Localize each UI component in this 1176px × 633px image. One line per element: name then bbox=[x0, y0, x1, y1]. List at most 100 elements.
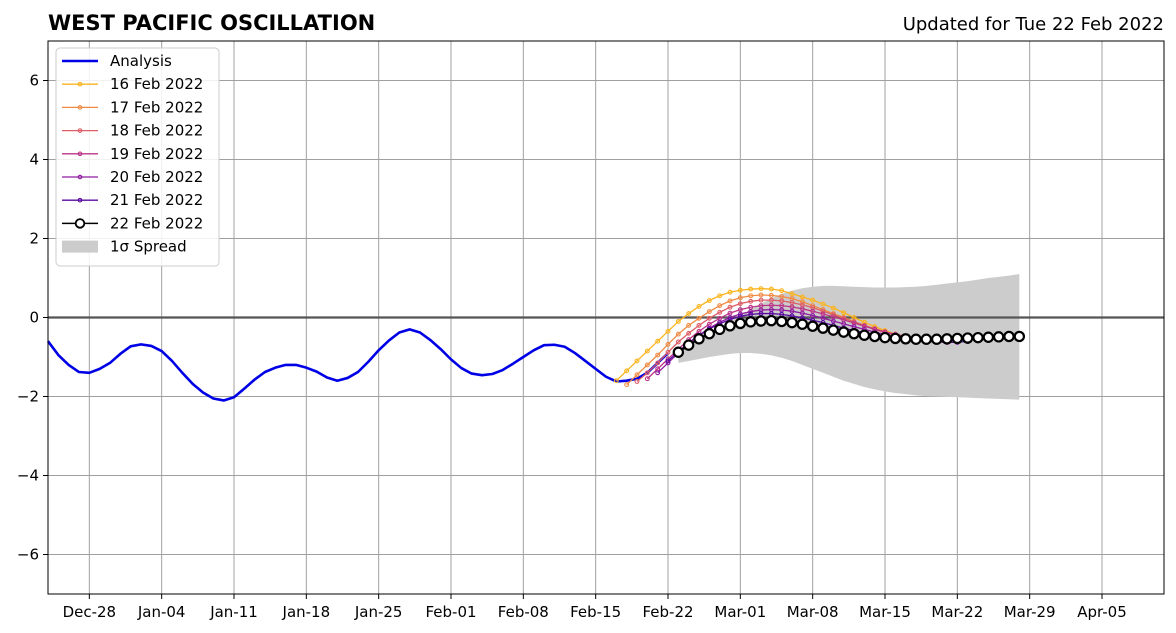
forecast-point bbox=[748, 298, 754, 304]
forecast-point bbox=[817, 322, 829, 334]
legend-item: 16 Feb 2022 bbox=[62, 75, 203, 93]
forecast-point bbox=[765, 314, 778, 327]
x-tick-label: Jan-25 bbox=[354, 603, 403, 621]
legend-label: 1σ Spread bbox=[110, 238, 187, 256]
legend-item: Analysis bbox=[62, 52, 172, 70]
forecast-point bbox=[665, 360, 671, 366]
forecast-point bbox=[737, 287, 743, 293]
x-tick-label: Dec-28 bbox=[63, 603, 117, 621]
legend-item: 17 Feb 2022 bbox=[62, 98, 203, 116]
legend-marker bbox=[77, 174, 83, 180]
forecast-point bbox=[706, 309, 712, 315]
forecast-point bbox=[737, 301, 743, 307]
forecast-point bbox=[696, 315, 702, 321]
forecast-point bbox=[786, 316, 798, 329]
forecast-series bbox=[613, 286, 1026, 388]
forecast-point bbox=[706, 298, 712, 303]
forecast-point bbox=[920, 333, 933, 345]
forecast-point bbox=[748, 293, 754, 299]
forecast-point bbox=[982, 331, 995, 343]
forecast-point bbox=[686, 330, 692, 336]
legend-label: 22 Feb 2022 bbox=[110, 214, 203, 232]
forecast-point bbox=[796, 318, 809, 330]
x-tick-label: Jan-04 bbox=[137, 603, 186, 621]
legend-box bbox=[55, 47, 220, 267]
forecast-point bbox=[748, 286, 754, 292]
forecast-point bbox=[655, 352, 661, 358]
forecast-point bbox=[675, 339, 681, 345]
forecast-point bbox=[1013, 330, 1026, 343]
legend-label: 20 Feb 2022 bbox=[110, 168, 203, 186]
forecast-point bbox=[930, 333, 943, 345]
y-tick-label: −4 bbox=[17, 467, 39, 485]
forecast-point bbox=[624, 382, 630, 388]
forecast-point bbox=[655, 338, 661, 344]
legend-item: 18 Feb 2022 bbox=[62, 122, 203, 140]
forecast-point bbox=[665, 328, 671, 334]
legend-marker bbox=[77, 105, 83, 110]
x-tick-label: Mar-15 bbox=[859, 603, 911, 621]
legend-label: 18 Feb 2022 bbox=[110, 122, 203, 140]
forecast-point bbox=[810, 297, 816, 303]
legend-marker bbox=[77, 81, 83, 87]
forecast-point bbox=[624, 368, 630, 374]
forecast-point bbox=[686, 322, 692, 328]
forecast-point bbox=[830, 305, 836, 311]
legend-item: 20 Feb 2022 bbox=[62, 168, 203, 186]
forecast-point bbox=[727, 289, 733, 295]
y-tick-label: 0 bbox=[29, 309, 39, 327]
forecast-point bbox=[755, 315, 767, 327]
forecast-point bbox=[706, 315, 712, 321]
forecast-point bbox=[799, 294, 805, 300]
y-tick-label: −6 bbox=[17, 546, 39, 564]
legend-marker bbox=[77, 197, 83, 203]
forecast-point bbox=[789, 291, 795, 297]
forecast-point bbox=[961, 332, 974, 344]
x-axis-ticks: Dec-28 Jan-04 Jan-11 Jan-18 Jan-25 Feb-01 Feb-… bbox=[63, 594, 1127, 621]
legend-marker bbox=[77, 128, 83, 133]
forecast-point bbox=[899, 333, 912, 345]
forecast-point bbox=[848, 327, 860, 340]
forecast-point bbox=[644, 370, 650, 376]
forecast-point bbox=[665, 358, 671, 364]
x-tick-label: Mar-22 bbox=[931, 603, 983, 621]
forecast-point bbox=[789, 308, 795, 314]
forecast-point bbox=[665, 341, 671, 347]
forecast-point bbox=[951, 332, 964, 345]
legend-swatch bbox=[62, 240, 98, 253]
y-tick-label: 6 bbox=[29, 72, 39, 90]
legend-marker bbox=[77, 151, 83, 157]
legend-marker bbox=[74, 218, 86, 229]
chart-subtitle: Updated for Tue 22 Feb 2022 bbox=[903, 14, 1164, 35]
forecast-point bbox=[1003, 330, 1015, 343]
x-tick-label: Mar-29 bbox=[1004, 603, 1056, 621]
x-tick-label: Feb-01 bbox=[425, 603, 476, 621]
forecast-point bbox=[727, 298, 733, 304]
x-tick-label: Mar-08 bbox=[787, 603, 839, 621]
forecast-point bbox=[799, 299, 805, 305]
forecast-point bbox=[696, 322, 702, 328]
forecast-point bbox=[758, 297, 764, 303]
forecast-point bbox=[910, 333, 922, 345]
forecast-point bbox=[613, 378, 619, 384]
forecast-point bbox=[837, 326, 850, 338]
forecast-point bbox=[820, 308, 826, 314]
analysis-line bbox=[46, 328, 669, 402]
forecast-point bbox=[820, 301, 826, 307]
forecast-point bbox=[941, 333, 953, 345]
forecast-point bbox=[972, 331, 984, 344]
forecast-point bbox=[879, 331, 891, 344]
legend-item: 21 Feb 2022 bbox=[62, 191, 203, 209]
analysis-series bbox=[46, 328, 669, 402]
forecast-point bbox=[810, 313, 816, 318]
forecast-point bbox=[827, 324, 840, 336]
forecast-point bbox=[634, 372, 640, 378]
y-tick-label: 2 bbox=[29, 230, 39, 248]
legend-label: 17 Feb 2022 bbox=[110, 98, 203, 116]
forecast-point bbox=[768, 292, 774, 298]
chart-title: WEST PACIFIC OSCILLATION bbox=[48, 11, 375, 35]
forecast-point bbox=[992, 331, 1005, 343]
forecast-point bbox=[775, 315, 788, 328]
x-tick-label: Jan-18 bbox=[282, 603, 331, 621]
